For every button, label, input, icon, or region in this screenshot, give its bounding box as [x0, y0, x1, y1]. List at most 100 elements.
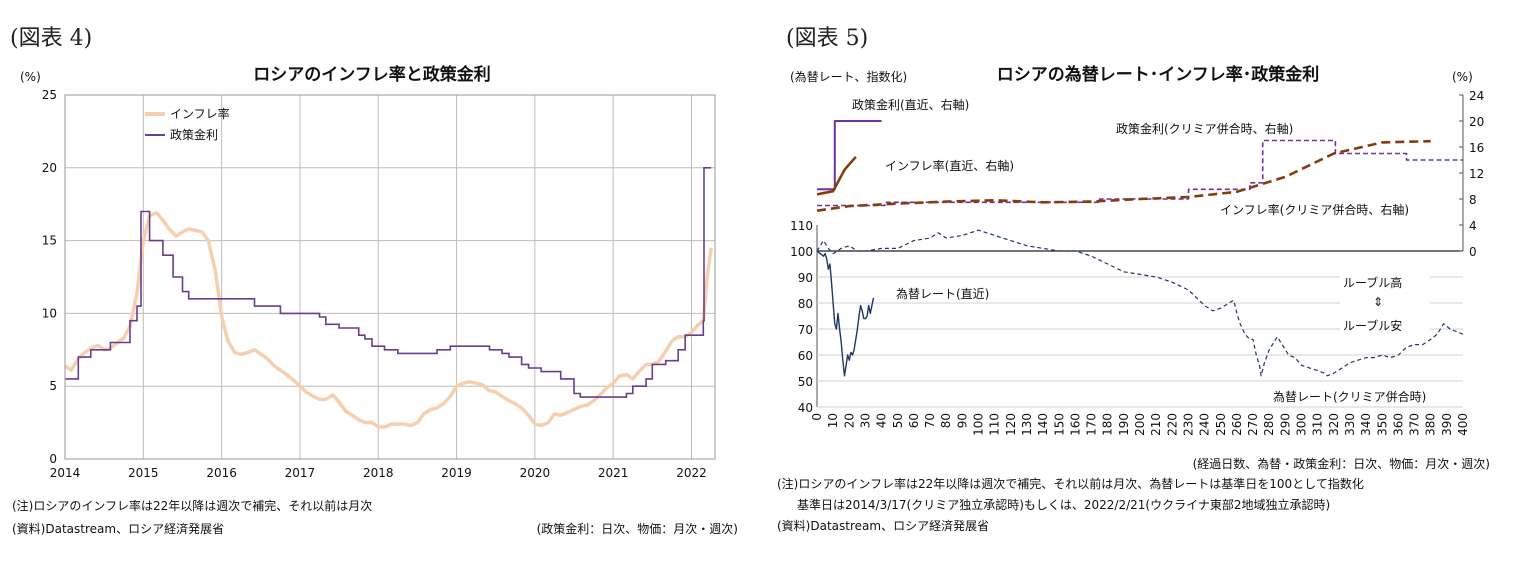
label-fx-crimea: 為替レート(クリミア併合時) [1273, 389, 1426, 404]
right-x-tick-label: 390 [1440, 413, 1454, 436]
right-x-tick-label: 100 [972, 413, 986, 436]
right-x-tick-label: 90 [955, 413, 969, 428]
right-x-tick-label: 190 [1117, 413, 1131, 436]
left-x-tick-label: 2017 [285, 466, 316, 480]
policy-crimea-line [817, 139, 1463, 207]
ruble-direction-arrow: ⇕ [1373, 295, 1383, 309]
right-right-y-tick-label: 24 [1469, 89, 1484, 103]
right-x-tick-label: 230 [1181, 413, 1195, 436]
right-right-y-tick-label: 4 [1469, 219, 1477, 233]
right-x-tick-label: 170 [1085, 413, 1099, 436]
right-x-tick-label: 310 [1311, 413, 1325, 436]
left-x-tick-label: 2015 [128, 466, 159, 480]
right-series [816, 120, 1464, 377]
right-chart-title: ロシアの為替レート･インフレ率･政策金利 [997, 64, 1320, 85]
policy-recent-line [817, 120, 882, 191]
right-x-tick-label: 40 [875, 413, 889, 428]
left-x-tick-labels: 2014 2015 2016 2017 2018 2019 2020 2021 2022 [50, 466, 707, 480]
left-panel: (図表 4) (%) ロシアのインフレ率と政策金利 0 5 10 15 20 25 201… [10, 26, 738, 536]
inflation-recent-line [816, 155, 857, 196]
left-chart-title: ロシアのインフレ率と政策金利 [253, 64, 491, 85]
right-x-tick-label: 300 [1295, 413, 1309, 436]
fx-recent-line [816, 250, 875, 377]
right-left-y-tick-label: 70 [798, 323, 813, 337]
label-fx-recent: 為替レート(直近) [896, 287, 989, 301]
left-legend: インフレ率 政策金利 [145, 106, 230, 142]
right-x-tick-label: 370 [1408, 413, 1422, 436]
right-left-y-tick-labels: 40 50 60 70 80 90 100 110 [790, 219, 813, 415]
right-x-tick-label: 160 [1068, 413, 1082, 436]
right-x-tick-label: 360 [1391, 413, 1405, 436]
left-y-tick-label: 25 [42, 88, 57, 102]
right-x-tick-label: 0 [810, 413, 824, 421]
fx-crimea-line [816, 229, 1464, 377]
right-right-y-tick-label: 8 [1469, 193, 1477, 207]
right-x-tick-label: 80 [939, 413, 953, 428]
right-x-tick-label: 30 [858, 413, 872, 428]
left-y-tick-label: 0 [49, 452, 57, 466]
right-x-tick-label: 270 [1246, 413, 1260, 436]
left-plot-frame [64, 94, 716, 460]
ruble-direction-box [1340, 270, 1430, 338]
label-ruble-low: ルーブル安 [1343, 318, 1402, 333]
right-right-y-tick-labels: 0 4 8 12 16 20 24 [1469, 89, 1484, 259]
left-note-1: (注)ロシアのインフレ率は22年以降は週次で補完、それ以前は月次 [12, 498, 372, 513]
label-inflation-recent: インフレ率(直近、右軸) [885, 158, 1014, 173]
right-right-axis-unit: (%) [1452, 70, 1473, 84]
left-y-tick-labels: 0 5 10 15 20 25 [42, 88, 57, 466]
right-left-y-tick-label: 50 [798, 375, 813, 389]
left-x-tick-label: 2021 [598, 466, 629, 480]
right-x-tick-label: 60 [907, 413, 921, 428]
left-note-2: (資料)Datastream、ロシア経済発展省 [12, 521, 224, 536]
left-x-tick-label: 2014 [50, 466, 81, 480]
right-x-tick-label: 320 [1327, 413, 1341, 436]
right-left-y-tick-label: 80 [798, 297, 813, 311]
right-x-tick-label: 250 [1214, 413, 1228, 436]
legend-label-inflation: インフレ率 [170, 106, 230, 121]
label-policy-crimea: 政策金利(クリミア併合時、右軸) [1116, 121, 1293, 136]
left-x-tick-label: 2022 [676, 466, 707, 480]
right-x-tick-labels: 0 10 20 30 40 50 60 70 80 90 100 110 120 130 140 150 160… [810, 413, 1470, 436]
left-y-tick-label: 15 [42, 234, 57, 248]
label-ruble-high: ルーブル高 [1343, 275, 1402, 290]
right-figure-label: (図表 5) [786, 26, 868, 51]
right-x-tick-label: 260 [1230, 413, 1244, 436]
right-left-y-tick-label: 40 [798, 401, 813, 415]
left-series [63, 167, 713, 429]
right-x-tick-label: 180 [1101, 413, 1115, 436]
left-y-tick-label: 20 [42, 161, 57, 175]
right-right-y-tick-label: 12 [1469, 167, 1484, 181]
right-panel: (図表 5) (為替レート、指数化) (%) ロシアの為替レート･インフレ率･政… [777, 26, 1490, 533]
label-policy-recent: 政策金利(直近、右軸) [852, 97, 969, 112]
right-x-tick-label: 400 [1456, 413, 1470, 436]
left-unit-label: (%) [20, 70, 41, 84]
left-gridlines [64, 94, 715, 460]
right-right-y-tick-label: 20 [1469, 115, 1484, 129]
left-inflation-line [63, 211, 713, 429]
right-left-y-tick-label: 110 [790, 219, 813, 233]
right-x-tick-label: 240 [1198, 413, 1212, 436]
inflation-crimea-line [816, 139, 1431, 212]
right-x-tick-label: 20 [842, 413, 856, 428]
right-x-tick-label: 340 [1359, 413, 1373, 436]
left-x-tick-label: 2019 [441, 466, 472, 480]
right-x-tick-label: 150 [1052, 413, 1066, 436]
right-x-tick-label: 130 [1020, 413, 1034, 436]
right-x-tick-label: 140 [1036, 413, 1050, 436]
right-x-tick-label: 210 [1149, 413, 1163, 436]
right-x-tick-label: 120 [1004, 413, 1018, 436]
right-x-tick-label: 350 [1375, 413, 1389, 436]
right-x-axis-caption: (経過日数、為替・政策金利：日次、物価：月次・週次) [1193, 456, 1490, 471]
label-inflation-crimea: インフレ率(クリミア併合時、右軸) [1220, 202, 1409, 217]
left-x-tick-label: 2016 [206, 466, 237, 480]
right-gridlines [816, 94, 1464, 408]
left-y-tick-label: 10 [42, 306, 57, 320]
right-x-tick-label: 380 [1424, 413, 1438, 436]
right-right-y-tick-label: 16 [1469, 141, 1484, 155]
right-x-tick-label: 330 [1343, 413, 1357, 436]
right-x-tick-label: 70 [923, 413, 937, 428]
right-x-tick-label: 290 [1278, 413, 1292, 436]
right-x-tick-label: 10 [826, 413, 840, 428]
left-policy-rate-line [65, 167, 712, 398]
